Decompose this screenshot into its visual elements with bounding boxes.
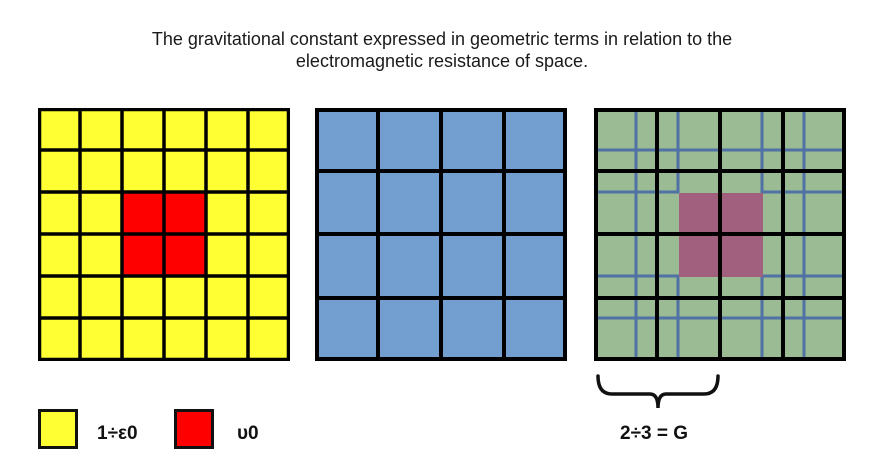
blue-grid-panel [315,108,567,361]
blue-grid [315,108,567,361]
overlay-grid-panel [594,108,846,361]
legend-swatch-yellow [38,409,78,449]
yellow-red-grid-panel [38,108,290,361]
title-line-1: The gravitational constant expressed in … [151,29,733,49]
title-line-2: electromagnetic resistance of space. [295,51,589,71]
legend-label-red: υ0 [237,423,259,444]
curly-brace-icon [596,374,720,409]
diagram-title: The gravitational constant expressed in … [0,28,869,72]
legend-swatch-red [174,409,214,449]
equation-label: 2÷3 = G [620,423,688,444]
legend-label-yellow: 1÷ε0 [97,423,138,444]
yellow-red-grid [38,108,290,361]
overlay-grid [594,108,846,361]
